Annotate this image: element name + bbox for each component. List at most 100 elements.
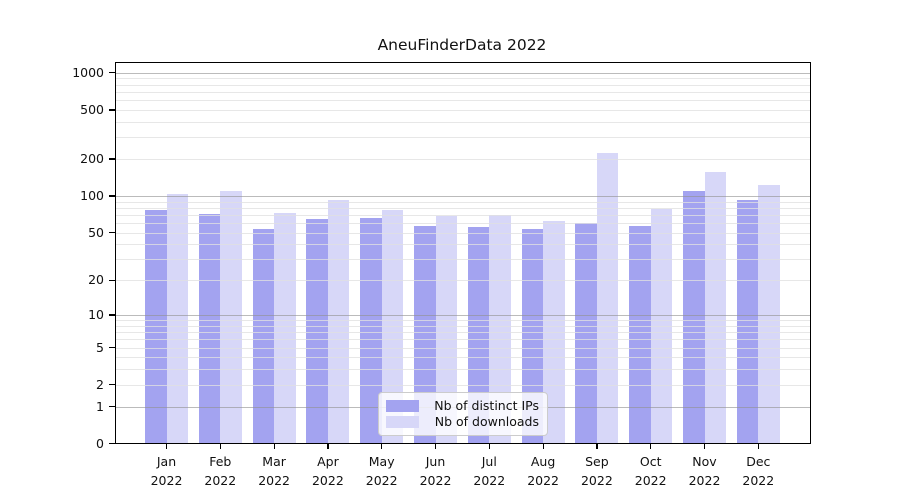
gridline-7: [114, 332, 811, 334]
gridline-10: [114, 314, 811, 316]
x-tick-label-aug: Aug 2022: [527, 454, 559, 488]
y-tick-label-20: 20: [88, 272, 104, 288]
x-tick-label-oct: Oct 2022: [634, 454, 667, 488]
bar-downloads-feb: [220, 190, 242, 444]
x-tick-mark: [434, 443, 437, 450]
plot-area: [114, 62, 811, 444]
x-tick-label-jul: Jul 2022: [473, 454, 506, 488]
gridline-700: [114, 91, 811, 93]
x-tick-mark: [488, 443, 490, 450]
bar-downloads-jul: [489, 214, 511, 444]
y-tick-mark: [108, 158, 115, 160]
x-tick-label-may: May 2022: [365, 454, 398, 488]
gridline-4: [114, 357, 811, 359]
gridline-300: [114, 137, 811, 139]
legend-swatch-downloads: [386, 415, 419, 428]
bar-ips-dec: [736, 200, 759, 444]
y-tick-label-50: 50: [88, 224, 104, 240]
bar-ips-feb: [198, 214, 221, 444]
gridline-600: [114, 100, 811, 102]
x-tick-label-mar: Mar 2022: [258, 454, 290, 488]
y-tick-mark: [108, 384, 115, 386]
gridline-20: [114, 280, 811, 282]
bar-downloads-dec: [758, 185, 780, 444]
y-tick-label-500: 500: [80, 101, 104, 117]
bar-ips-mar: [252, 228, 275, 444]
gridline-9: [114, 320, 811, 322]
y-tick-label-5: 5: [96, 339, 104, 355]
x-tick-mark: [757, 443, 759, 450]
y-tick-label-1000: 1000: [72, 64, 104, 80]
x-tick-mark: [703, 443, 706, 450]
x-tick-mark: [273, 443, 275, 450]
bar-ips-nov: [683, 191, 705, 444]
y-tick-mark: [108, 346, 115, 349]
gridline-3: [114, 369, 811, 371]
bar-ips-sep: [575, 222, 597, 444]
y-tick-mark: [108, 314, 115, 316]
gridline-90: [114, 201, 811, 203]
x-tick-label-jun: Jun 2022: [419, 454, 452, 488]
bar-downloads-jun: [435, 216, 457, 444]
y-tick-mark: [108, 279, 115, 281]
bar-downloads-jan: [166, 194, 188, 444]
gridline-800: [114, 84, 811, 86]
bar-downloads-sep: [596, 152, 619, 444]
x-tick-mark: [596, 443, 598, 450]
y-tick-label-1: 1: [96, 398, 104, 414]
y-tick-label-200: 200: [80, 150, 104, 166]
bar-downloads-mar: [274, 213, 296, 444]
x-tick-mark: [327, 443, 329, 450]
gridline-80: [114, 207, 811, 209]
y-tick-mark: [108, 72, 115, 74]
gridline-70: [114, 214, 811, 216]
gridline-1000: [114, 72, 811, 74]
gridline-5: [114, 347, 811, 349]
y-tick-mark: [108, 405, 115, 408]
x-tick-label-jan: Jan 2022: [150, 454, 183, 488]
bar-downloads-nov: [704, 172, 726, 444]
gridline-100: [114, 195, 811, 197]
gridline-6: [114, 339, 811, 341]
gridline-40: [114, 244, 811, 246]
gridline-900: [114, 78, 811, 80]
bars-layer: [115, 62, 811, 444]
legend-entry-downloads: Nb of downloads: [386, 414, 539, 430]
x-tick-mark: [542, 443, 544, 450]
gridline-200: [114, 158, 811, 160]
legend-entry-distinct-ips: Nb of distinct IPs: [386, 398, 539, 414]
x-tick-label-nov: Nov 2022: [688, 454, 721, 488]
gridline-500: [114, 109, 811, 111]
gridline-8: [114, 325, 811, 327]
bar-ips-may: [360, 217, 382, 444]
x-tick-label-apr: Apr 2022: [311, 454, 344, 488]
x-tick-label-dec: Dec 2022: [742, 454, 775, 488]
y-tick-mark: [108, 232, 115, 234]
x-tick-mark: [165, 443, 168, 450]
gridlines-layer: [114, 62, 811, 444]
x-tick-mark: [650, 443, 652, 450]
legend-label-downloads: Nb of downloads: [434, 414, 539, 429]
y-tick-label-100: 100: [80, 187, 104, 203]
gridline-400: [114, 121, 811, 123]
y-tick-mark: [108, 195, 115, 197]
x-tick-label-sep: Sep 2022: [580, 454, 613, 488]
x-tick-mark: [219, 443, 221, 450]
legend-label-distinct-ips: Nb of distinct IPs: [434, 398, 539, 413]
y-tick-label-10: 10: [88, 306, 104, 322]
gridline-60: [114, 222, 811, 224]
bar-downloads-apr: [327, 199, 350, 444]
x-tick-mark: [381, 443, 383, 450]
gridline-50: [114, 232, 811, 234]
y-tick-mark: [108, 443, 115, 445]
legend-swatch-distinct-ips: [386, 399, 419, 412]
legend: Nb of distinct IPs Nb of downloads: [378, 391, 548, 436]
gridline-30: [114, 259, 811, 261]
y-tick-mark: [108, 109, 115, 111]
bar-ips-aug: [521, 228, 544, 444]
x-tick-label-feb: Feb 2022: [204, 454, 237, 488]
bar-ips-apr: [306, 218, 328, 444]
gridline-2: [114, 384, 811, 386]
chart-title: AneuFinderData 2022: [377, 36, 547, 54]
